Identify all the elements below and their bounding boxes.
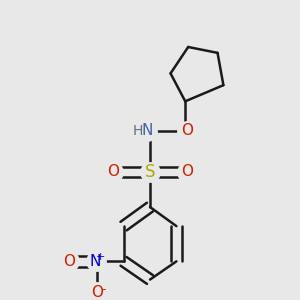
Text: -: - — [101, 283, 106, 296]
Text: N: N — [141, 123, 153, 138]
Text: S: S — [145, 163, 155, 181]
Text: N: N — [90, 254, 101, 269]
Text: O: O — [91, 285, 103, 300]
Text: O: O — [63, 254, 75, 269]
Text: O: O — [107, 164, 119, 179]
Text: O: O — [181, 123, 193, 138]
Text: +: + — [96, 252, 106, 262]
Text: O: O — [181, 164, 193, 179]
Text: H: H — [133, 124, 143, 138]
